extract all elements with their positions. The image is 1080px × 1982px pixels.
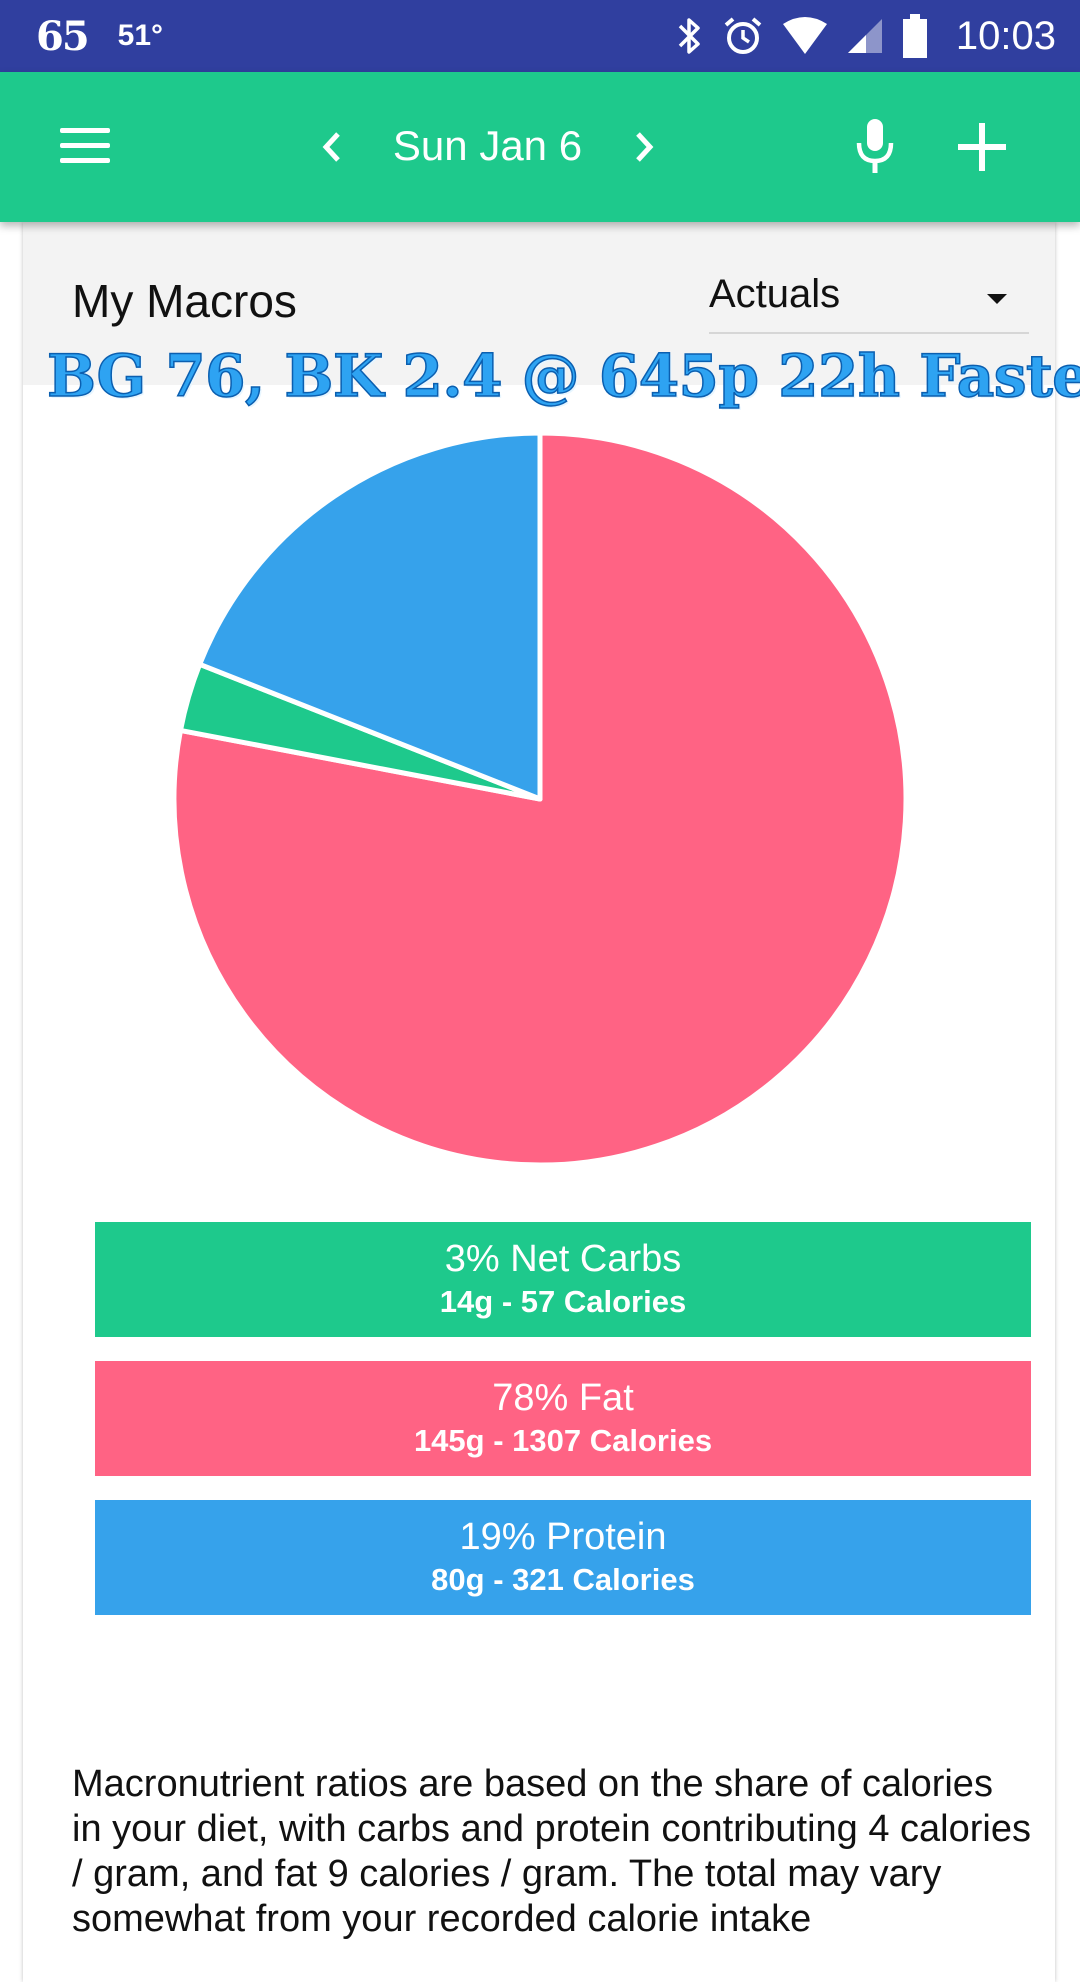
legend-fat-title: 78% Fat [492, 1377, 634, 1419]
legend-protein-detail: 80g - 321 Calories [431, 1562, 695, 1597]
macros-card: My Macros Actuals 3% Net Carbs 14g - 57 … [23, 222, 1055, 1982]
card-title: My Macros [72, 275, 297, 327]
plus-icon [958, 123, 1006, 171]
temperature: 51° [117, 19, 164, 52]
current-date[interactable]: Sun Jan 6 [392, 122, 583, 169]
bluetooth-icon [676, 15, 704, 57]
app-bar: Sun Jan 6 [0, 72, 1080, 222]
battery-icon [902, 14, 928, 58]
view-select[interactable]: Actuals [709, 272, 1029, 334]
microphone-icon [856, 119, 894, 173]
add-entry-button[interactable] [955, 120, 1009, 174]
view-select-value: Actuals [709, 272, 841, 316]
chevron-right-icon [636, 132, 654, 162]
wifi-icon [782, 16, 828, 56]
voice-input-button[interactable] [850, 115, 900, 179]
legend-protein[interactable]: 19% Protein 80g - 321 Calories [95, 1500, 1031, 1615]
legend-net-carbs-detail: 14g - 57 Calories [439, 1284, 687, 1319]
menu-icon [60, 128, 110, 133]
legend-fat[interactable]: 78% Fat 145g - 1307 Calories [95, 1361, 1031, 1476]
macros-description: Macronutrient ratios are based on the sh… [72, 1763, 1031, 1940]
legend-fat-detail: 145g - 1307 Calories [413, 1423, 713, 1458]
legend-protein-title: 19% Protein [459, 1516, 667, 1558]
app-badge: 65 [36, 12, 90, 60]
clock-time: 10:03 [955, 13, 1056, 58]
previous-day-button[interactable] [312, 122, 352, 172]
alarm-icon [722, 15, 764, 57]
status-bar: 65 51° 10:03 [0, 0, 1080, 72]
pie-slice-protein[interactable] [197, 430, 543, 802]
cell-signal-icon [846, 17, 884, 55]
menu-button[interactable] [60, 121, 110, 173]
chevron-left-icon [322, 132, 340, 162]
dropdown-arrow-icon [987, 294, 1007, 304]
card-header: My Macros Actuals [23, 222, 1055, 385]
fasting-overlay-text: BG 76, BK 2.4 @ 645p 22h Fasted [46, 341, 1080, 411]
legend-net-carbs[interactable]: 3% Net Carbs 14g - 57 Calories [95, 1222, 1031, 1337]
next-day-button[interactable] [624, 122, 664, 172]
macros-pie-chart [171, 430, 909, 1168]
legend-net-carbs-title: 3% Net Carbs [444, 1238, 682, 1280]
